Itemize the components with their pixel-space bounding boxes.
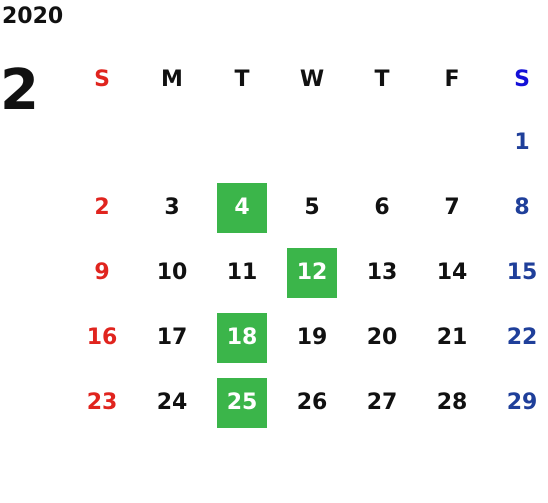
day-cell[interactable]: 5 (277, 183, 347, 233)
day-number: 28 (436, 390, 468, 415)
day-cell (137, 118, 207, 168)
day-cell[interactable]: 11 (207, 248, 277, 298)
day-number (77, 118, 127, 168)
week-row: 2 3 4 5 6 7 8 (67, 175, 548, 240)
day-cell (207, 118, 277, 168)
day-cell[interactable]: 15 (487, 248, 548, 298)
day-number: 5 (304, 195, 320, 220)
day-cell (277, 118, 347, 168)
day-cell[interactable]: 10 (137, 248, 207, 298)
day-number: 9 (94, 260, 110, 285)
day-number: 7 (444, 195, 460, 220)
weekday-header-row: S M T W T F S (67, 48, 548, 110)
day-cell[interactable]: 7 (417, 183, 487, 233)
day-number: 13 (366, 260, 398, 285)
day-number: 14 (436, 260, 468, 285)
day-cell[interactable]: 22 (487, 313, 548, 363)
day-cell[interactable]: 18 (207, 312, 277, 363)
week-row: 9 10 11 12 13 14 15 (67, 240, 548, 305)
day-cell (417, 118, 487, 168)
day-number: 17 (156, 325, 188, 350)
day-cell (347, 118, 417, 168)
day-cell[interactable]: 2 (67, 183, 137, 233)
day-number: 24 (156, 390, 188, 415)
day-cell[interactable]: 19 (277, 313, 347, 363)
week-row: 23 24 25 26 27 28 29 (67, 370, 548, 435)
day-number: 15 (506, 260, 538, 285)
calendar-grid: S M T W T F S 1 2 3 4 5 6 7 8 9 10 11 12 13 14 15 16 17 1… (67, 48, 548, 435)
day-number: 23 (86, 390, 118, 415)
day-cell[interactable]: 1 (487, 118, 548, 168)
day-cell[interactable]: 3 (137, 183, 207, 233)
day-cell[interactable]: 21 (417, 313, 487, 363)
day-number: 3 (164, 195, 180, 220)
weekday-saturday: S (514, 66, 530, 92)
day-number-highlighted: 4 (217, 182, 267, 233)
day-number: 2 (94, 195, 110, 220)
weekday-thursday: T (374, 66, 390, 92)
day-number: 16 (86, 325, 118, 350)
day-cell[interactable]: 29 (487, 378, 548, 428)
day-cell[interactable]: 24 (137, 378, 207, 428)
weekday-friday: F (444, 66, 460, 92)
day-cell (67, 118, 137, 168)
day-number: 21 (436, 325, 468, 350)
day-number-highlighted: 18 (217, 312, 267, 363)
day-cell[interactable]: 12 (277, 247, 347, 298)
day-cell[interactable]: 17 (137, 313, 207, 363)
weekday-sunday: S (94, 66, 110, 92)
weekday-wednesday: W (299, 66, 325, 92)
weeks-container: 1 2 3 4 5 6 7 8 9 10 11 12 13 14 15 16 17 18 19 20 21 22 23 24 2… (67, 110, 548, 435)
day-cell[interactable]: 26 (277, 378, 347, 428)
week-row: 16 17 18 19 20 21 22 (67, 305, 548, 370)
day-cell[interactable]: 4 (207, 182, 277, 233)
day-cell[interactable]: 9 (67, 248, 137, 298)
day-number: 20 (366, 325, 398, 350)
day-number-highlighted: 25 (217, 377, 267, 428)
day-number: 11 (226, 260, 258, 285)
day-cell[interactable]: 8 (487, 183, 548, 233)
month-label: 2 (0, 58, 39, 123)
day-number: 19 (296, 325, 328, 350)
day-number: 6 (374, 195, 390, 220)
year-label: 2020 (2, 4, 64, 29)
day-number (147, 118, 197, 168)
day-cell[interactable]: 28 (417, 378, 487, 428)
day-number (427, 118, 477, 168)
day-number: 10 (156, 260, 188, 285)
day-number: 27 (366, 390, 398, 415)
day-number: 8 (514, 195, 530, 220)
day-number (287, 118, 337, 168)
day-number: 26 (296, 390, 328, 415)
day-number: 1 (514, 130, 530, 155)
day-cell[interactable]: 23 (67, 378, 137, 428)
day-cell[interactable]: 25 (207, 377, 277, 428)
day-number: 29 (506, 390, 538, 415)
weekday-tuesday: T (234, 66, 250, 92)
day-cell[interactable]: 6 (347, 183, 417, 233)
day-cell[interactable]: 20 (347, 313, 417, 363)
weekday-monday: M (161, 66, 183, 92)
day-number (357, 118, 407, 168)
day-number: 22 (506, 325, 538, 350)
day-cell[interactable]: 27 (347, 378, 417, 428)
day-number (217, 118, 267, 168)
day-cell[interactable]: 16 (67, 313, 137, 363)
day-number-highlighted: 12 (287, 247, 337, 298)
day-cell[interactable]: 14 (417, 248, 487, 298)
day-cell[interactable]: 13 (347, 248, 417, 298)
week-row: 1 (67, 110, 548, 175)
